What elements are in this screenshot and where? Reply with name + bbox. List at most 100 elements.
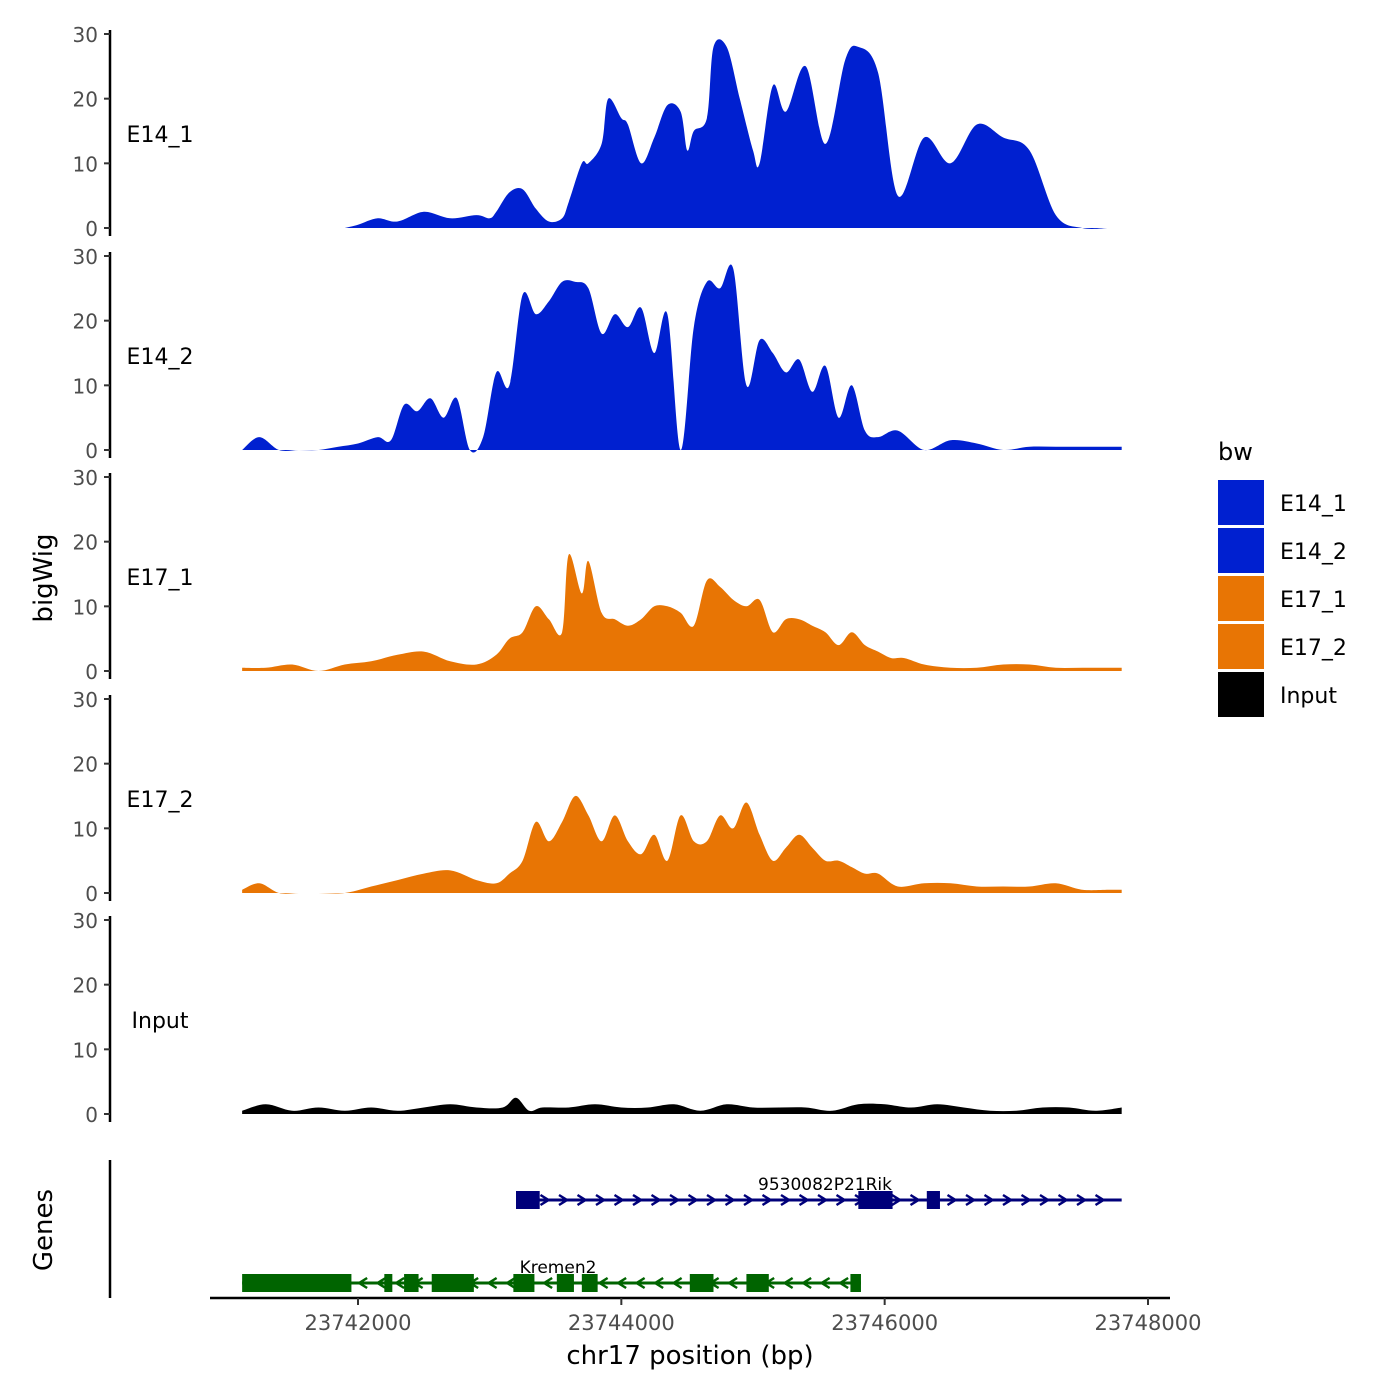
exon-block	[242, 1274, 352, 1292]
strand-arrow	[743, 1193, 755, 1207]
y-tick-label: 20	[73, 88, 98, 112]
strand-arrow	[634, 1276, 646, 1290]
strand-arrow	[671, 1276, 683, 1290]
x-axis-title: chr17 position (bp)	[566, 1341, 813, 1371]
strand-arrow	[837, 1276, 849, 1290]
axes: 0 10 20 30 E14_1 0 10 20 30 E14_2 0 10 20 30 E17_1 0 10 2…	[73, 23, 1202, 1335]
y-tick-label: 10	[73, 1038, 98, 1062]
y-tick-label: 30	[73, 909, 98, 933]
strand-arrow	[835, 1193, 847, 1207]
y-tick-label: 10	[73, 817, 98, 841]
x-tick-label: 23742000	[305, 1311, 412, 1335]
exon-block	[431, 1274, 474, 1292]
y-tick-label: 30	[73, 466, 98, 490]
x-tick-label: 23748000	[1095, 1311, 1202, 1335]
y-tick-label: 20	[73, 310, 98, 334]
genes-axis-title: Genes	[29, 1189, 59, 1271]
strand-arrow	[613, 1193, 625, 1207]
y-tick-label: 0	[85, 439, 98, 463]
legend-title: bw	[1218, 438, 1253, 466]
strand-arrow	[983, 1193, 995, 1207]
strand-arrow	[558, 1193, 570, 1207]
strand-arrow	[780, 1193, 792, 1207]
legend-swatch-e14_1	[1218, 480, 1264, 525]
exon-block	[556, 1274, 574, 1292]
strand-arrow	[909, 1193, 921, 1207]
y-tick-label: 30	[73, 688, 98, 712]
strand-arrow	[615, 1276, 627, 1290]
exon-block	[513, 1274, 535, 1292]
strand-arrow	[782, 1276, 794, 1290]
y-tick-label: 0	[85, 1103, 98, 1127]
exon-block	[384, 1274, 393, 1292]
track-label-e14_1: E14_1	[127, 123, 194, 148]
y-tick-label: 10	[73, 152, 98, 176]
strand-arrow	[652, 1276, 664, 1290]
strand-arrow	[800, 1276, 812, 1290]
strand-arrow	[726, 1276, 738, 1290]
legend-swatch-e17_2	[1218, 624, 1264, 669]
exon-block	[850, 1274, 861, 1292]
strand-arrow	[650, 1193, 662, 1207]
strand-arrow	[504, 1276, 516, 1290]
exon-block	[926, 1191, 940, 1209]
y-tick-label: 0	[85, 882, 98, 906]
coverage-area-e17_2	[242, 795, 1122, 894]
strand-arrow	[946, 1193, 958, 1207]
strand-arrow	[687, 1193, 699, 1207]
legend-swatch-e17_1	[1218, 576, 1264, 621]
coverage-tracks	[242, 39, 1122, 1114]
strand-arrow	[375, 1276, 387, 1290]
strand-arrow	[669, 1193, 681, 1207]
strand-arrow	[706, 1193, 718, 1207]
legend-label-e17_2: E17_2	[1280, 636, 1347, 661]
x-tick-label: 23746000	[831, 1311, 938, 1335]
strand-arrow	[576, 1193, 588, 1207]
coverage-area-e14_2	[242, 264, 1122, 453]
gene-track: 9530082P21Rik Kremen2	[242, 1175, 1122, 1292]
strand-arrow	[486, 1276, 498, 1290]
strand-arrow	[632, 1193, 644, 1207]
y-tick-label: 10	[73, 595, 98, 619]
coverage-area-input	[242, 1097, 1122, 1114]
track-label-input: Input	[132, 1009, 189, 1034]
legend-label-input: Input	[1280, 684, 1337, 709]
y-tick-label: 0	[85, 217, 98, 241]
strand-arrow	[798, 1193, 810, 1207]
strand-arrow	[1039, 1193, 1051, 1207]
strand-arrow	[595, 1193, 607, 1207]
legend-label-e14_1: E14_1	[1280, 492, 1347, 517]
exon-block	[858, 1191, 893, 1209]
y-tick-label: 10	[73, 374, 98, 398]
track-label-e14_2: E14_2	[127, 345, 194, 370]
exon-block	[581, 1274, 598, 1292]
y-tick-label: 0	[85, 660, 98, 684]
strand-arrow	[356, 1276, 368, 1290]
legend-swatch-input	[1218, 672, 1264, 717]
y-axis-title: bigWig	[29, 533, 59, 622]
strand-arrow	[1002, 1193, 1014, 1207]
strand-arrow	[891, 1193, 903, 1207]
strand-arrow	[1076, 1193, 1088, 1207]
y-tick-label: 30	[73, 23, 98, 47]
gene-label-kremen2: Kremen2	[520, 1258, 597, 1278]
strand-arrow	[724, 1193, 736, 1207]
coverage-area-e14_1	[344, 39, 1109, 229]
y-tick-label: 20	[73, 753, 98, 777]
strand-arrow	[819, 1276, 831, 1290]
x-tick-label: 23744000	[568, 1311, 675, 1335]
legend-label-e17_1: E17_1	[1280, 588, 1347, 613]
strand-arrow	[1057, 1193, 1069, 1207]
strand-arrow	[761, 1193, 773, 1207]
y-tick-label: 20	[73, 531, 98, 555]
strand-arrow	[541, 1276, 553, 1290]
y-tick-label: 20	[73, 974, 98, 998]
gene-label-9530082p21rik: 9530082P21Rik	[758, 1175, 892, 1195]
strand-arrow	[1020, 1193, 1032, 1207]
exon-block	[404, 1274, 419, 1292]
exon-block	[689, 1274, 714, 1292]
coverage-area-e17_1	[242, 553, 1122, 671]
exon-block	[516, 1191, 540, 1209]
strand-arrow	[393, 1276, 405, 1290]
